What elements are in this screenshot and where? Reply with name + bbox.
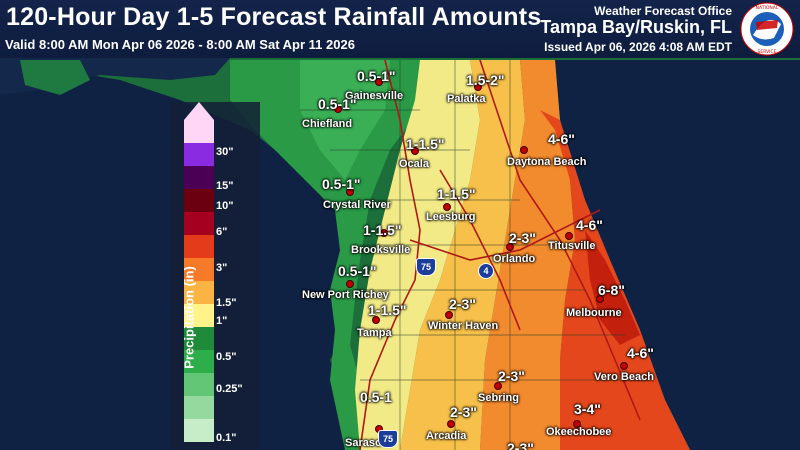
legend-swatch: [184, 120, 214, 144]
city-marker: [375, 78, 383, 86]
city-label: Orlando: [493, 253, 536, 265]
city-label: Sebring: [478, 392, 519, 404]
city-marker: [573, 420, 581, 428]
legend-label: 1.5": [216, 297, 237, 309]
city-label: Leesburg: [426, 211, 476, 223]
rainfall-amount-label: 1-1.5": [368, 302, 407, 318]
office-type-label: Weather Forecast Office: [594, 4, 732, 18]
legend-label: 15": [216, 180, 234, 192]
rainfall-amount-label: 4-6": [627, 345, 654, 361]
legend-swatch: [184, 258, 214, 282]
legend-swatch: [184, 235, 214, 259]
rainfall-amount-label: 2-3": [450, 404, 477, 420]
city-marker: [346, 188, 354, 196]
city-marker: [620, 362, 628, 370]
city-marker: [445, 311, 453, 319]
city-label: Vero Beach: [594, 371, 654, 383]
rainfall-amount-label: 1.5-2": [466, 72, 505, 88]
legend-swatch: [184, 304, 214, 328]
interstate-75-shield: 75: [416, 258, 436, 276]
rainfall-amount-label: 4-6": [576, 217, 603, 233]
legend-swatch: [184, 166, 214, 190]
rainfall-amount-label: 2-3": [509, 230, 536, 246]
city-label: Chiefland: [302, 118, 353, 130]
city-marker: [372, 316, 380, 324]
city-marker: [494, 382, 502, 390]
city-marker: [411, 147, 419, 155]
rainfall-amount-label: 0.5-1": [318, 96, 357, 112]
city-marker: [506, 243, 514, 251]
legend-swatch: [184, 143, 214, 167]
rainfall-amount-label: 2-3": [507, 440, 534, 450]
office-name: Tampa Bay/Ruskin, FL: [540, 17, 732, 37]
city-marker: [596, 295, 604, 303]
legend-swatch: [184, 350, 214, 374]
legend-label: 0.1": [216, 432, 237, 444]
legend-label: 30": [216, 146, 234, 158]
city-marker: [447, 420, 455, 428]
rainfall-amount-label: 1-1.5": [406, 136, 445, 152]
legend-swatch: [184, 281, 214, 305]
city-label: Melbourne: [566, 307, 622, 319]
rainfall-amount-label: 2-3": [498, 368, 525, 384]
svg-text:SERVICE: SERVICE: [758, 49, 777, 55]
city-label: Tampa: [357, 327, 392, 339]
city-marker: [443, 203, 451, 211]
legend-swatch: [184, 396, 214, 420]
map-title: 120-Hour Day 1-5 Forecast Rainfall Amoun…: [6, 3, 542, 31]
legend-label: 0.25": [216, 383, 243, 395]
city-label: Palatka: [447, 93, 486, 105]
rainfall-amount-label: 6-8": [598, 282, 625, 298]
legend-swatch: [184, 419, 214, 442]
city-marker: [334, 105, 342, 113]
interstate-75-south-shield: 75: [378, 430, 398, 448]
rainfall-amount-label: 3-4": [574, 401, 601, 417]
legend-swatch: [184, 373, 214, 397]
city-marker: [380, 229, 388, 237]
city-marker: [474, 83, 482, 91]
city-marker: [520, 146, 528, 154]
valid-period: Valid 8:00 AM Mon Apr 06 2026 - 8:00 AM …: [5, 37, 355, 52]
city-marker: [565, 232, 573, 240]
legend-label: 1": [216, 315, 228, 327]
city-label: Arcadia: [426, 430, 467, 442]
city-label: Ocala: [399, 158, 429, 170]
city-label: Crystal River: [323, 199, 391, 211]
rainfall-amount-label: 1-1.5": [363, 222, 402, 238]
rainfall-amount-label: 0.5-1": [322, 176, 361, 192]
rainfall-amount-label: 1-1.5": [437, 186, 476, 202]
legend-label: 0.5": [216, 351, 237, 363]
city-marker: [346, 280, 354, 288]
issued-time: Issued Apr 06, 2026 4:08 AM EDT: [544, 40, 732, 54]
rainfall-amount-label: 4-6": [548, 131, 575, 147]
rainfall-amount-label: 0.5-1: [360, 389, 392, 405]
rainfall-amount-label: 2-3": [449, 296, 476, 312]
header-bar: 120-Hour Day 1-5 Forecast Rainfall Amoun…: [0, 0, 800, 58]
city-label: Winter Haven: [428, 320, 499, 332]
legend-swatch: [184, 212, 214, 236]
city-label: Daytona Beach: [507, 156, 587, 168]
nws-logo-icon: NATIONAL SERVICE: [740, 2, 794, 56]
legend-title: Precipitation (in): [181, 266, 197, 369]
city-label: New Port Richey: [302, 289, 389, 301]
legend-label: 6": [216, 226, 228, 238]
city-label: Brooksville: [351, 244, 411, 256]
legend-swatch: [184, 189, 214, 213]
precip-legend: Precipitation (in) 30" 15" 10" 6" 3" 1.5" 1" 0.…: [170, 102, 260, 450]
interstate-4-shield: 4: [478, 263, 494, 279]
city-label: Okeechobee: [546, 426, 612, 438]
legend-swatch: [184, 327, 214, 351]
city-label: Gainesville: [345, 90, 404, 102]
legend-label: 3": [216, 262, 228, 274]
rainfall-amount-label: 0.5-1": [357, 68, 396, 84]
legend-color-bar: [184, 102, 214, 442]
rainfall-amount-label: 0.5-1": [338, 263, 377, 279]
svg-text:NATIONAL: NATIONAL: [756, 5, 779, 11]
legend-label: 10": [216, 200, 234, 212]
city-label: Titusville: [548, 240, 596, 252]
